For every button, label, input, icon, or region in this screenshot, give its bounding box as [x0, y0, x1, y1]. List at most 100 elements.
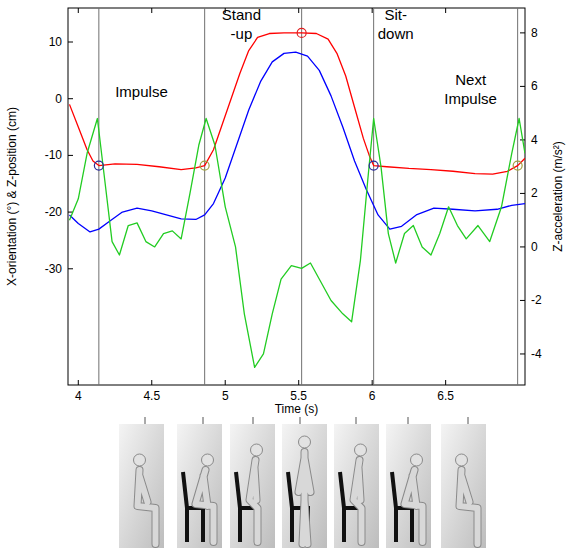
- figure-panel: [386, 424, 431, 548]
- chart: 44.555.566.5-30-20-10010-4-202468Time (s…: [0, 0, 574, 554]
- y-tick-label: 0: [55, 92, 62, 106]
- y-axis-title: X-orientation (°) & Z-position (cm): [5, 107, 19, 286]
- figure-panel: [230, 424, 275, 548]
- x-tick: [298, 8, 299, 13]
- x-tick-label: 6.5: [437, 389, 454, 403]
- figure-bg: [177, 424, 222, 548]
- figure-panel: [441, 424, 486, 548]
- y2-tick-label: -2: [531, 293, 542, 307]
- y2-tick-label: 0: [531, 240, 538, 254]
- figure-bg: [441, 424, 486, 548]
- leader-line: [356, 417, 357, 424]
- y2-tick: [520, 353, 525, 354]
- annotation: Impulse: [115, 83, 168, 100]
- event-line: [204, 8, 205, 385]
- y2-tick-label: 6: [531, 79, 538, 93]
- figure-body-edge: [250, 460, 258, 542]
- y-tick-label: 10: [49, 35, 63, 49]
- annotation-line: Impulse: [444, 90, 497, 107]
- y-tick-label: -30: [45, 262, 63, 276]
- figure-head: [251, 444, 263, 456]
- figure-head: [202, 454, 214, 466]
- annotation-line: -up: [231, 25, 253, 42]
- figure-bg: [119, 424, 164, 548]
- x-tick: [78, 8, 79, 13]
- figure-bg: [230, 424, 275, 548]
- plot-data: [69, 8, 525, 385]
- x-tick: [78, 380, 79, 385]
- x-tick: [151, 8, 152, 13]
- annotation: NextImpulse: [444, 71, 497, 107]
- figure-body-edge: [299, 452, 311, 544]
- y-tick: [68, 268, 73, 269]
- figure-body-edge: [138, 470, 156, 544]
- x-tick: [225, 380, 226, 385]
- figure-body-edge: [196, 470, 214, 542]
- figure-body: [405, 470, 423, 542]
- plot-frame: [68, 8, 525, 385]
- y2-tick: [520, 86, 525, 87]
- x-axis-title: Time (s): [275, 402, 319, 416]
- figure-body: [250, 460, 258, 542]
- x-tick-label: 6: [369, 389, 376, 403]
- y2-tick: [520, 246, 525, 247]
- series-line: [69, 33, 525, 174]
- y2-tick: [520, 193, 525, 194]
- x-tick: [445, 380, 446, 385]
- figure-panel: [282, 424, 327, 548]
- figure-head: [456, 454, 468, 466]
- figure-body-edge: [405, 470, 423, 542]
- event-marker: [200, 161, 209, 170]
- leader-line: [300, 417, 301, 424]
- figure-body: [299, 452, 311, 544]
- y2-axis-title: Z-acceleration (m/s²): [551, 141, 565, 252]
- figure-head: [134, 454, 146, 466]
- annotation-line: Impulse: [115, 83, 168, 100]
- leader-line: [145, 417, 146, 424]
- y-tick-label: -20: [45, 205, 63, 219]
- x-tick-label: 5.5: [290, 389, 307, 403]
- leader-line: [203, 417, 204, 424]
- leader-line: [253, 417, 254, 424]
- figure-bg: [334, 424, 379, 548]
- figure-panel: [119, 424, 164, 548]
- y2-tick: [520, 32, 525, 33]
- series-line: [69, 52, 525, 232]
- y2-tick-label: 8: [531, 26, 538, 40]
- x-tick: [298, 380, 299, 385]
- annotation-line: Sit-: [384, 6, 407, 23]
- event-line: [301, 8, 302, 385]
- y-tick: [68, 155, 73, 156]
- y2-tick-label: -4: [531, 347, 542, 361]
- y2-tick-label: 2: [531, 186, 538, 200]
- event-marker: [94, 161, 103, 170]
- figure-body: [138, 470, 156, 544]
- x-tick: [445, 8, 446, 13]
- figure-body: [460, 470, 478, 544]
- event-line: [373, 8, 374, 385]
- figure-body-edge: [460, 470, 478, 544]
- x-tick: [151, 380, 152, 385]
- leader-line: [408, 417, 409, 424]
- annotation-line: down: [378, 25, 414, 42]
- figure-body: [196, 470, 214, 542]
- y-tick-label: -10: [45, 148, 63, 162]
- event-marker: [513, 161, 522, 170]
- annotation-line: Stand: [222, 6, 261, 23]
- figure-panel: [334, 424, 379, 548]
- event-line: [98, 8, 99, 385]
- y-tick: [68, 42, 73, 43]
- x-tick: [372, 380, 373, 385]
- annotation: Sit-down: [378, 6, 414, 42]
- x-tick-label: 4: [75, 389, 82, 403]
- figure-head: [411, 454, 423, 466]
- y-tick: [68, 98, 73, 99]
- event-marker: [369, 161, 378, 170]
- series-line: [69, 119, 525, 368]
- x-tick: [372, 8, 373, 13]
- figure-body-edge: [354, 460, 362, 542]
- figure-head: [299, 436, 311, 448]
- leader-line: [468, 417, 469, 424]
- figure-bg: [386, 424, 431, 548]
- figure-head: [355, 444, 367, 456]
